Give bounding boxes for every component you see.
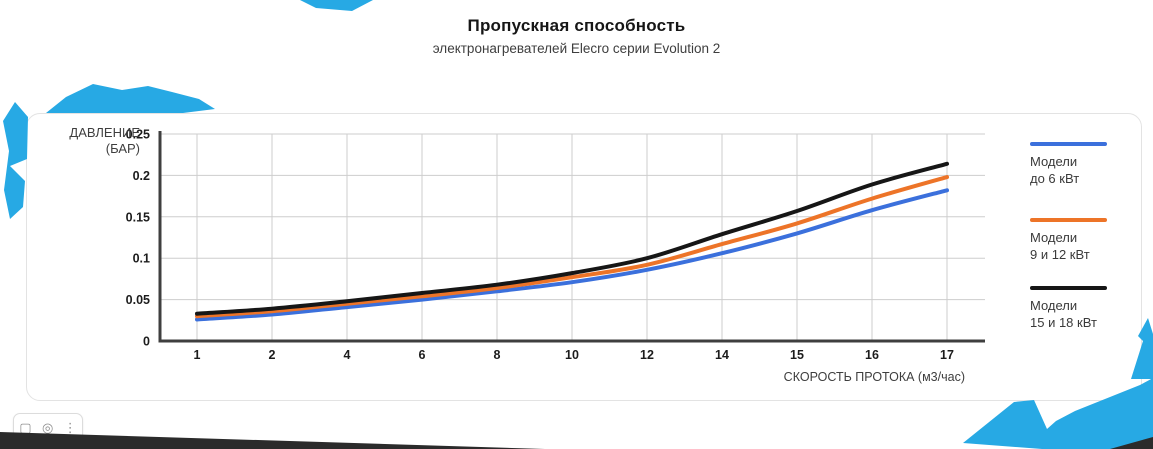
- gridlines: [160, 133, 985, 341]
- x-tick-label: 17: [940, 348, 954, 362]
- series-line-2: [195, 161, 949, 316]
- legend-swatch: [1030, 218, 1107, 222]
- legend-item-0: Модели до 6 кВт: [1030, 142, 1138, 187]
- x-axis-tick-labels: 1 2 4 6 8 10 12 14 15 16 17: [194, 348, 954, 362]
- chart-subtitle: электронагревателей Elecro серии Evoluti…: [432, 41, 721, 56]
- legend-swatch: [1030, 286, 1107, 290]
- y-axis-tick-labels: 0 0.05 0.1 0.15 0.2 0.25: [126, 128, 150, 349]
- y-tick-label: 0.2: [133, 169, 150, 183]
- x-axis-title: СКОРОСТЬ ПРОТОКА (м3/час): [784, 370, 965, 384]
- legend-item-2: Модели 15 и 18 кВт: [1030, 286, 1138, 331]
- y-tick-label: 0.15: [126, 210, 150, 224]
- y-axis-title: ДАВЛЕНИЕ: [69, 125, 140, 140]
- series-line-1: [195, 175, 949, 319]
- floating-toolbar[interactable]: ▢ ◎ ⋮: [13, 413, 83, 442]
- x-tick-label: 1: [194, 348, 201, 362]
- x-tick-label: 16: [865, 348, 879, 362]
- chart-title: Пропускная способность: [467, 16, 686, 35]
- legend-label: Модели 9 и 12 кВт: [1030, 230, 1090, 262]
- x-tick-label: 8: [494, 348, 501, 362]
- x-tick-label: 12: [640, 348, 654, 362]
- target-icon[interactable]: ◎: [41, 420, 54, 435]
- y-axis-title: (БАР): [106, 141, 140, 156]
- y-tick-label: 0: [143, 335, 150, 349]
- kebab-menu-icon[interactable]: ⋮: [63, 420, 77, 435]
- axis-lines: [158, 131, 985, 343]
- chart-card: [26, 113, 1142, 401]
- series-line-0: [195, 188, 949, 322]
- page-icon[interactable]: ▢: [19, 420, 32, 435]
- chart-header: Пропускная способность электронагревател…: [0, 16, 1153, 56]
- x-tick-label: 4: [344, 348, 351, 362]
- y-tick-label: 0.05: [126, 293, 150, 307]
- x-tick-label: 6: [419, 348, 426, 362]
- x-tick-label: 15: [790, 348, 804, 362]
- x-tick-label: 14: [715, 348, 729, 362]
- x-tick-label: 2: [269, 348, 276, 362]
- legend-label: Модели 15 и 18 кВт: [1030, 298, 1097, 330]
- legend-swatch: [1030, 142, 1107, 146]
- y-tick-label: 0.25: [126, 128, 150, 142]
- x-tick-label: 10: [565, 348, 579, 362]
- y-tick-label: 0.1: [133, 252, 150, 266]
- legend-label: Модели до 6 кВт: [1030, 154, 1080, 186]
- legend-item-1: Модели 9 и 12 кВт: [1030, 218, 1138, 263]
